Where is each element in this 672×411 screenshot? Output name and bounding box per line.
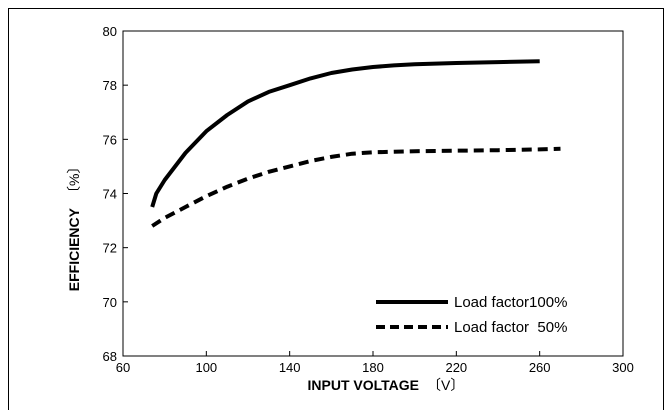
- y-tick-label: 68: [103, 349, 117, 364]
- y-tick-label: 74: [103, 187, 117, 202]
- x-axis-title: INPUT VOLTAGE: [308, 377, 419, 393]
- x-tick-label: 180: [362, 360, 384, 375]
- y-tick-label: 72: [103, 241, 117, 256]
- x-tick-label: 60: [116, 360, 130, 375]
- x-axis-unit: 〔V〕: [427, 377, 464, 393]
- series-line-load-100: [150, 59, 540, 208]
- legend: Load factor100% Load factor 50%: [376, 294, 567, 336]
- y-axis-ticks: 68 70 72 74 76 78 80: [103, 24, 128, 364]
- y-tick-label: 76: [103, 132, 117, 147]
- y-axis-title: EFFICIENCY: [66, 207, 82, 291]
- series-line-load-50: [151, 146, 561, 228]
- legend-label-100: Load factor100%: [454, 294, 567, 311]
- y-tick-label: 78: [103, 78, 117, 93]
- x-tick-label: 300: [612, 360, 634, 375]
- y-axis-unit: 〔%〕: [66, 160, 82, 200]
- y-tick-label: 70: [103, 295, 117, 310]
- x-tick-label: 140: [279, 360, 301, 375]
- y-tick-label: 80: [103, 24, 117, 39]
- chart-frame: 60 100 140 180 220 260 300 68 70 72 74 76 78 80 INPU…: [8, 8, 664, 410]
- x-axis-ticks: 60 100 140 180 220 260 300: [116, 351, 634, 375]
- y-axis-title-group: EFFICIENCY 〔%〕: [66, 160, 82, 292]
- efficiency-chart: 60 100 140 180 220 260 300 68 70 72 74 76 78 80 INPU…: [66, 24, 634, 393]
- x-tick-label: 260: [529, 360, 551, 375]
- legend-label-50: Load factor 50%: [454, 319, 567, 336]
- series-layer: [150, 59, 561, 228]
- x-tick-label: 100: [195, 360, 217, 375]
- x-tick-label: 220: [445, 360, 467, 375]
